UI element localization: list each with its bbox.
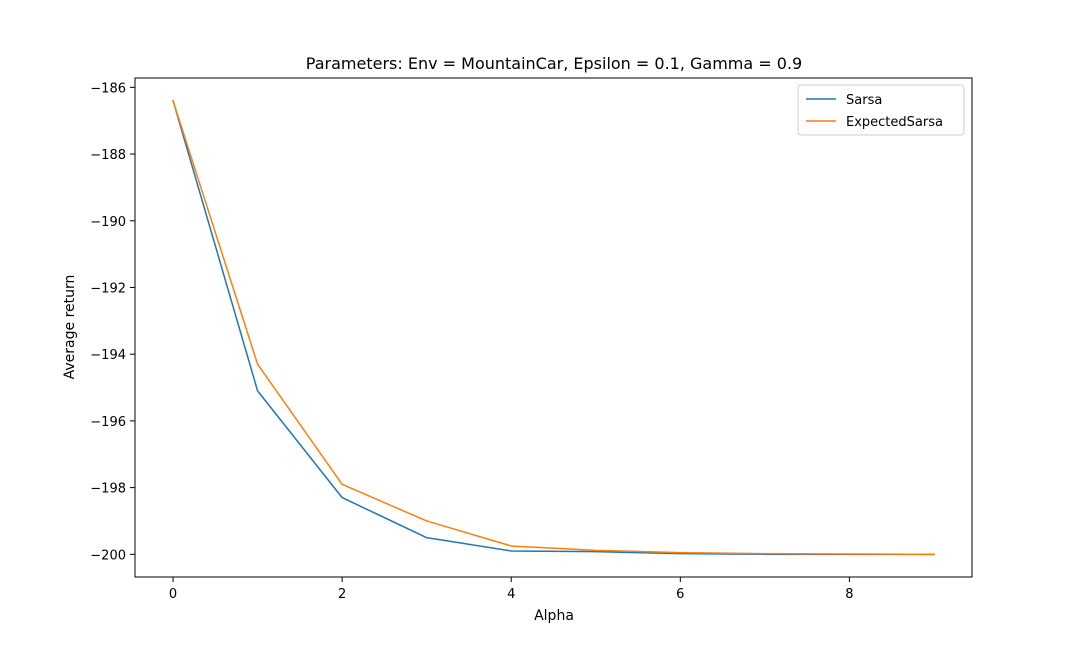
y-tick-label: −186 (90, 81, 126, 96)
series-line-expectedsarsa (172, 99, 935, 556)
legend-box (797, 84, 965, 136)
y-tick-label: −192 (90, 281, 126, 296)
plot-area (135, 78, 972, 577)
y-tick-label: −194 (90, 348, 126, 363)
legend: Sarsa ExpectedSarsa (797, 84, 965, 136)
axes (134, 77, 973, 578)
y-tick-label: −198 (90, 482, 126, 497)
series-layer (172, 99, 935, 556)
ticks: 0 2 4 6 8 −186 −188 −190 −192 −194 −196 −198 −200 (90, 81, 853, 602)
x-tick-label: 2 (338, 587, 346, 602)
legend-label-sarsa: Sarsa (846, 93, 882, 108)
axes-frame (134, 77, 973, 578)
y-tick-label: −200 (90, 548, 126, 563)
y-tick-label: −188 (90, 148, 126, 163)
x-tick-label: 8 (845, 587, 853, 602)
x-tick-label: 0 (169, 587, 177, 602)
legend-label-expectedsarsa: ExpectedSarsa (846, 115, 943, 130)
y-axis-label: Average return (62, 275, 78, 380)
x-tick-label: 6 (676, 587, 684, 602)
chart-title: Parameters: Env = MountainCar, Epsilon =… (306, 54, 802, 73)
x-axis-label: Alpha (534, 608, 574, 624)
x-tick-label: 4 (507, 587, 515, 602)
plot-background (135, 78, 972, 577)
y-tick-label: −196 (90, 415, 126, 430)
y-tick-label: −190 (90, 215, 126, 230)
